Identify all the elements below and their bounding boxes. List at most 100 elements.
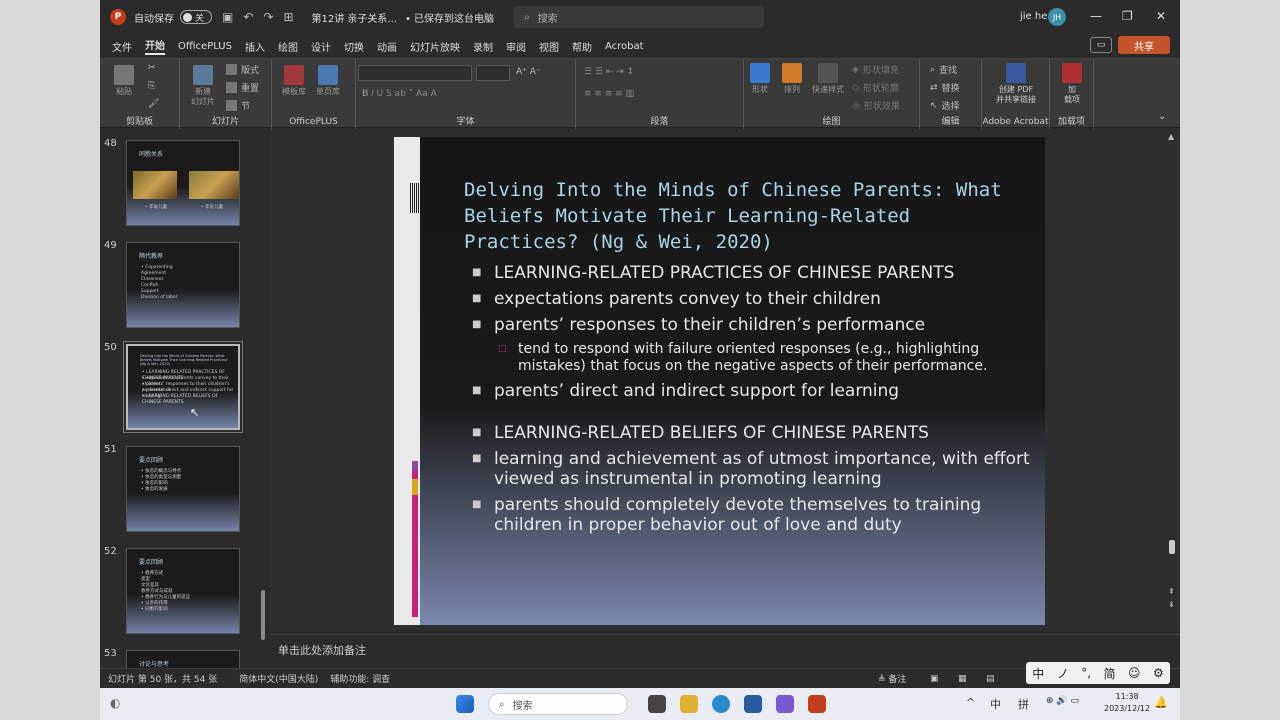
undo-icon[interactable]: ↶	[243, 10, 254, 24]
notification-icon[interactable]: 🔔	[1154, 696, 1168, 709]
tab-help[interactable]: 帮助	[571, 42, 592, 54]
slide-thumbnail[interactable]: 讨论与思考	[126, 650, 240, 668]
slide-title[interactable]: Delving Into the Minds of Chinese Parent…	[464, 179, 1002, 253]
present-icon[interactable]: ⊞	[283, 10, 294, 24]
autosave-toggle[interactable]: 关	[180, 10, 212, 24]
avatar[interactable]: JH	[1048, 8, 1066, 26]
tab-home[interactable]: 开始	[145, 37, 165, 55]
comments-button[interactable]: ▭	[1090, 37, 1112, 53]
replace-button[interactable]: ⇄ 替换	[930, 81, 960, 95]
ime-simplified[interactable]: 简	[1103, 666, 1116, 681]
grow-font-icon[interactable]: A⁺ A⁻	[516, 67, 541, 77]
close-icon[interactable]: ✕	[1156, 9, 1167, 23]
tab-file[interactable]: 文件	[112, 42, 132, 54]
new-slide-button[interactable]: 新建 幻灯片	[186, 65, 220, 107]
font-format-row[interactable]: 𝐁 𝐼 U S ab ˅ Aa A	[362, 89, 437, 99]
ime-emoji-icon[interactable]: ☺	[1127, 666, 1141, 680]
quick-styles-button[interactable]: 快速样式	[812, 63, 844, 95]
search-input[interactable]: ⌕ 搜索	[514, 6, 765, 28]
tab-design[interactable]: 设计	[310, 42, 331, 54]
sorter-view-icon[interactable]: ▦	[958, 673, 967, 684]
addins-button[interactable]: 加 载项	[1056, 63, 1088, 105]
minimize-icon[interactable]: —	[1090, 9, 1102, 23]
align-buttons-row[interactable]: ≡ ≡ ≡ ≡ ▥	[584, 89, 635, 99]
slide-thumbnail[interactable]: 要点回顾 • 教养方式 类型 文化差异 教养方式与成就 • 教养行为与儿童的适应 • …	[126, 548, 240, 634]
redo-icon[interactable]: ↷	[263, 10, 274, 24]
tab-animations[interactable]: 动画	[376, 42, 397, 54]
template-library-button[interactable]: 模板库	[282, 65, 306, 97]
tray-chevron-icon[interactable]: ^	[966, 696, 976, 709]
reading-view-icon[interactable]: ▤	[986, 673, 995, 684]
notes-button[interactable]: ≜ 备注	[878, 672, 906, 685]
tab-draw[interactable]: 绘图	[277, 42, 298, 54]
tab-insert[interactable]: 插入	[244, 42, 265, 54]
slide-thumbnail[interactable]: 要点回顾 • 依恋的概念与特点 • 依恋的类型与测量 • 依恋的影响 • 依恋的发展	[126, 446, 240, 532]
restore-icon[interactable]: ❐	[1122, 9, 1133, 23]
prev-slide-icon[interactable]: ⇞	[1168, 587, 1175, 596]
collapse-ribbon-icon[interactable]: ⌄	[1158, 111, 1167, 122]
thumbnail-scrollbar[interactable]	[260, 132, 266, 668]
tab-review[interactable]: 审阅	[505, 42, 526, 54]
current-slide[interactable]: Delving Into the Minds of Chinese Parent…	[394, 137, 1045, 625]
slide-thumbnail[interactable]: 隔代教养 • Coparenting Agreement Closeness Confl…	[126, 242, 240, 328]
shapes-icon	[750, 63, 770, 83]
format-painter-icon[interactable]: 🖌	[148, 99, 160, 109]
tab-slideshow[interactable]: 幻灯片放映	[409, 42, 460, 54]
slide-body[interactable]: LEARNING-RELATED PRACTICES OF CHINESE PA…	[472, 263, 1032, 541]
widgets-icon[interactable]: ◐	[110, 696, 121, 710]
shape-effects-button[interactable]: ◎ 形状效果	[852, 99, 900, 113]
shapes-button[interactable]: 形状	[750, 63, 770, 95]
editor-scroll-thumb[interactable]	[1169, 540, 1175, 554]
tray-ime-mode[interactable]: 拼	[1018, 698, 1029, 711]
powerpoint-taskbar-icon[interactable]	[808, 695, 826, 713]
shape-outline-button[interactable]: ◇ 形状轮廓	[852, 81, 899, 95]
slide-thumbnail[interactable]: Delving Into the Minds of Chinese Parent…	[123, 341, 243, 433]
next-slide-icon[interactable]: ⇟	[1168, 600, 1175, 609]
list-buttons-row[interactable]: ☰ ☰ ⇤ ⇥ ↕	[584, 67, 635, 77]
shape-fill-button[interactable]: ◈ 形状填充	[852, 63, 899, 77]
task-view-icon[interactable]	[648, 695, 666, 713]
font-family-select[interactable]	[358, 65, 472, 81]
tab-acrobat[interactable]: Acrobat	[604, 40, 644, 52]
cut-icon[interactable]: ✂	[148, 63, 156, 73]
ime-settings-icon[interactable]: ⚙	[1152, 666, 1164, 680]
scroll-up-icon[interactable]: ▲	[1168, 132, 1175, 141]
layout-button[interactable]: 版式	[226, 63, 259, 76]
ime-moon-icon[interactable]: ノ	[1056, 666, 1069, 681]
user-name[interactable]: jie he	[1020, 11, 1048, 22]
scrollbar-thumb[interactable]	[261, 590, 265, 640]
file-explorer-icon[interactable]	[680, 695, 698, 713]
save-icon[interactable]: ▣	[222, 10, 234, 24]
section-button[interactable]: 节	[226, 99, 250, 112]
tab-officeplus[interactable]: OfficePLUS	[178, 40, 232, 52]
arrange-button[interactable]: 排列	[782, 63, 802, 95]
ime-chinese[interactable]: 中	[1032, 666, 1045, 681]
store-icon[interactable]	[744, 695, 762, 713]
tab-transitions[interactable]: 切换	[343, 42, 364, 54]
tab-view[interactable]: 视图	[538, 42, 559, 54]
tray-ime-lang[interactable]: 中	[990, 698, 1001, 711]
share-button[interactable]: 共享	[1118, 36, 1170, 54]
editor-scrollbar[interactable]: ▲ ⇞ ⇟	[1168, 132, 1178, 622]
tab-record[interactable]: 录制	[472, 42, 493, 54]
ime-punct[interactable]: °,	[1081, 666, 1092, 680]
language-status[interactable]: 简体中文(中国大陆)	[239, 675, 319, 685]
paste-button[interactable]: 粘贴	[114, 65, 134, 97]
accessibility-status[interactable]: 辅助功能: 调查	[330, 675, 391, 685]
clock[interactable]: 11:38 2023/12/12	[1104, 691, 1150, 715]
edge-icon[interactable]	[712, 695, 730, 713]
network-volume-icons[interactable]: ⊕ 🔊 ▭	[1046, 696, 1079, 706]
start-icon[interactable]	[456, 695, 474, 713]
select-button[interactable]: ↖ 选择	[930, 99, 960, 113]
normal-view-icon[interactable]: ▣	[930, 673, 939, 684]
find-button[interactable]: ⌕ 查找	[930, 63, 957, 77]
single-page-button[interactable]: 单页库	[316, 65, 340, 97]
create-pdf-button[interactable]: 创建 PDF 并共享链接	[988, 63, 1044, 105]
slide-thumbnail[interactable]: 同胞关系 • 年幼儿童 • 年长儿童	[126, 140, 240, 226]
copy-icon[interactable]: ⎘	[148, 81, 156, 91]
taskbar-search-input[interactable]: ⌕ 搜索	[488, 693, 628, 715]
app-icon[interactable]	[776, 695, 794, 713]
document-title[interactable]: 第12讲 亲子关系...	[311, 13, 397, 25]
font-size-select[interactable]	[476, 65, 510, 81]
reset-button[interactable]: 重置	[226, 81, 259, 94]
